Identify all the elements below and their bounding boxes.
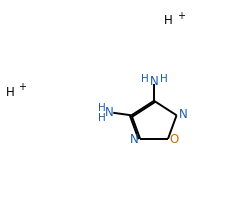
Text: N: N (150, 75, 158, 88)
Text: N: N (105, 106, 113, 119)
Text: N: N (130, 133, 138, 146)
Text: O: O (169, 133, 179, 146)
Text: +: + (18, 82, 26, 92)
Text: H: H (164, 14, 173, 28)
Text: +: + (177, 11, 185, 21)
Text: H: H (160, 74, 167, 84)
Text: H: H (5, 86, 14, 99)
Text: H: H (99, 102, 106, 113)
Text: H: H (141, 74, 148, 84)
Text: N: N (178, 108, 187, 121)
Text: H: H (99, 113, 106, 123)
